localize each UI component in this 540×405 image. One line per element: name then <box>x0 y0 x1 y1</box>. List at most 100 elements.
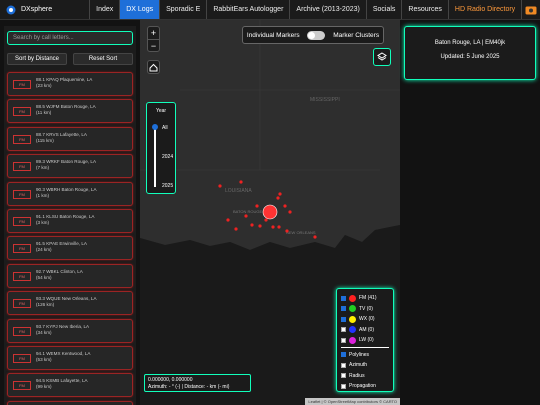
toggle-label: Individual Markers <box>246 31 300 39</box>
station-badge: FM <box>13 271 31 281</box>
checkbox[interactable] <box>341 327 346 333</box>
nav-tab[interactable]: RabbitEars Autologger <box>206 0 289 19</box>
marker-toggle: Individual Markers Marker Clusters <box>242 26 384 44</box>
zoom-in[interactable]: + <box>148 27 159 40</box>
reset-button[interactable]: Reset Sort <box>73 53 133 65</box>
station-item[interactable]: FM 88.5 WJFM Baton Rouge, LA (11 km) <box>7 99 133 124</box>
map[interactable]: MISSISSIPPI LOUISIANA BATON ROUGE NEW OR… <box>140 20 400 405</box>
station-name: 90.3 WBRH Baton Rouge, LA <box>36 186 97 192</box>
legend-dot <box>349 326 356 334</box>
attribution[interactable]: Leaflet | © OpenStreetMap contributors ©… <box>305 398 400 405</box>
station-item[interactable]: FM 92.7 WBKL Clinton, LA (54 km) <box>7 263 133 288</box>
nav-tab[interactable]: Index <box>89 0 119 19</box>
info-panel: Baton Rouge, LA | EM40jk Updated: 5 June… <box>404 26 536 80</box>
legend-label: LW (0) <box>359 337 374 344</box>
legend-row[interactable]: Polylines <box>341 350 389 361</box>
checkbox[interactable] <box>341 316 346 322</box>
toggle-switch[interactable] <box>307 30 326 40</box>
station-distance: (11 km) <box>36 110 52 116</box>
legend-dot <box>349 294 356 302</box>
legend-label: AM (0) <box>359 326 374 333</box>
station-item[interactable]: FM 88.1 KPAQ Plaquemine, LA (23 km) <box>7 72 133 96</box>
nav-tab[interactable]: Socials <box>365 0 402 19</box>
legend-row[interactable]: TV (0) <box>341 304 389 315</box>
station-distance: (99 km) <box>36 384 52 390</box>
station-name: 91.1 KLSU Baton Rouge, LA <box>36 214 95 219</box>
legend-row[interactable]: FM (41) <box>341 293 389 304</box>
station-text: 88.5 WJFM Baton Rouge, LA (11 km) <box>36 104 96 116</box>
updated: Updated: 5 June 2025 <box>440 54 500 60</box>
station-distance: (7 km) <box>36 165 50 171</box>
station-item[interactable]: FM 93.3 WQUE New Orleans, LA (126 km) <box>7 291 133 316</box>
station-item[interactable]: FM 91.5 KPAE Erwinville, LA (24 km) <box>7 236 133 261</box>
station-distance: (115 km) <box>36 137 54 143</box>
station-item[interactable]: FM 89.3 WRKF Baton Rouge, LA (7 km) <box>7 154 133 179</box>
station-item[interactable]: FM 90.3 WBRH Baton Rouge, LA (1 km) <box>7 181 133 206</box>
radio-icon <box>525 6 537 14</box>
checkbox[interactable] <box>341 373 346 379</box>
legend-row[interactable]: Azimuth <box>341 360 389 371</box>
station-name: 88.7 KRVS Lafayette, LA <box>36 131 87 137</box>
nav-bar: DXsphere Index DX Logs Sporadic E RabbitEar… <box>0 0 540 20</box>
checkbox[interactable] <box>341 337 346 343</box>
checkbox[interactable] <box>341 306 346 312</box>
layers-button[interactable] <box>373 48 391 66</box>
nav-tab[interactable]: HD Radio Directory <box>447 0 521 19</box>
year-label: Year <box>155 108 167 114</box>
map-label: MISSISSIPPI <box>310 97 340 103</box>
station-name: 94.1 WEMX Kentwood, LA <box>36 351 91 356</box>
station-distance: (23 km) <box>36 83 52 88</box>
station-item[interactable]: FM 91.1 KLSU Baton Rouge, LA (3 km) <box>7 209 133 233</box>
checkbox[interactable] <box>341 362 346 368</box>
station-item[interactable]: FM 93.7 KYPJ New Iberia, LA (34 km) <box>7 318 133 343</box>
map-label: BATON ROUGE <box>233 209 263 214</box>
station-name: 91.5 KPAE Erwinville, LA <box>36 241 87 247</box>
station-item[interactable]: FM 88.7 KRVS Lafayette, LA (115 km) <box>7 126 133 151</box>
station-item[interactable]: FM 94.5 KSMB Lafayette, LA (99 km) <box>7 373 133 398</box>
coords-box: 0.000000, 0.000000 Azimuth: - ° (-) | Dis… <box>144 374 251 392</box>
station-badge: FM <box>13 354 31 363</box>
logo-text: DXsphere <box>21 6 53 13</box>
station-text: 90.3 WBRH Baton Rouge, LA (1 km) <box>36 187 97 199</box>
checkbox[interactable] <box>341 383 346 389</box>
location: Baton Rouge, LA | EM40jk <box>434 40 506 46</box>
nav-tab[interactable]: Sporadic E <box>159 0 206 19</box>
station-badge: FM <box>13 134 31 144</box>
legend-row[interactable]: Propagation <box>341 381 389 392</box>
year-slider[interactable]: Year All 2024 2025 <box>146 102 176 194</box>
home-button[interactable] <box>147 60 160 74</box>
station-badge: FM <box>13 107 31 117</box>
legend-label: WX (0) <box>359 316 375 323</box>
legend-row[interactable]: AM (0) <box>341 325 389 336</box>
station-distance: (54 km) <box>36 274 52 280</box>
legend-row[interactable]: WX (0) <box>341 314 389 325</box>
search-input[interactable]: Search by call letters... <box>7 31 133 45</box>
station-item[interactable]: FM 94.1 WEMX Kentwood, LA (53 km) <box>7 346 133 370</box>
station-text: 91.1 KLSU Baton Rouge, LA (3 km) <box>36 214 94 226</box>
legend-row[interactable]: Radius <box>341 371 389 382</box>
station-badge: FM <box>13 244 31 254</box>
station-distance: (34 km) <box>36 329 52 335</box>
station-distance: (3 km) <box>36 220 50 225</box>
legend-row[interactable]: LW (0) <box>341 335 389 346</box>
station-text: 88.7 KRVS Lafayette, LA (115 km) <box>36 132 87 144</box>
station-markers[interactable] <box>218 180 317 239</box>
nav-tab[interactable]: Resources <box>401 0 447 19</box>
checkbox[interactable] <box>341 295 346 301</box>
legend-label: Azimuth <box>349 362 368 369</box>
station-badge: FM <box>13 162 31 172</box>
icon-button[interactable] <box>521 0 540 19</box>
zoom-out[interactable]: − <box>150 41 157 51</box>
station-text: 88.1 KPAQ Plaquemine, LA (23 km) <box>36 77 92 89</box>
map-label: NEW ORLEANS <box>286 230 316 235</box>
station-text: 93.3 WQUE New Orleans, LA (126 km) <box>36 296 97 308</box>
nav-tab[interactable]: Archive (2013-2023) <box>289 0 365 19</box>
checkbox[interactable] <box>341 352 346 358</box>
toggle-label: Marker Clusters <box>333 31 380 39</box>
station-name: 93.7 KYPJ New Iberia, LA <box>36 323 90 329</box>
nav-tab[interactable]: DX Logs <box>119 0 160 19</box>
logo[interactable]: DXsphere <box>0 0 89 19</box>
sort-button[interactable]: Sort by Distance <box>7 53 67 65</box>
sidebar: Search by call letters... Sort by Distan… <box>4 26 136 405</box>
